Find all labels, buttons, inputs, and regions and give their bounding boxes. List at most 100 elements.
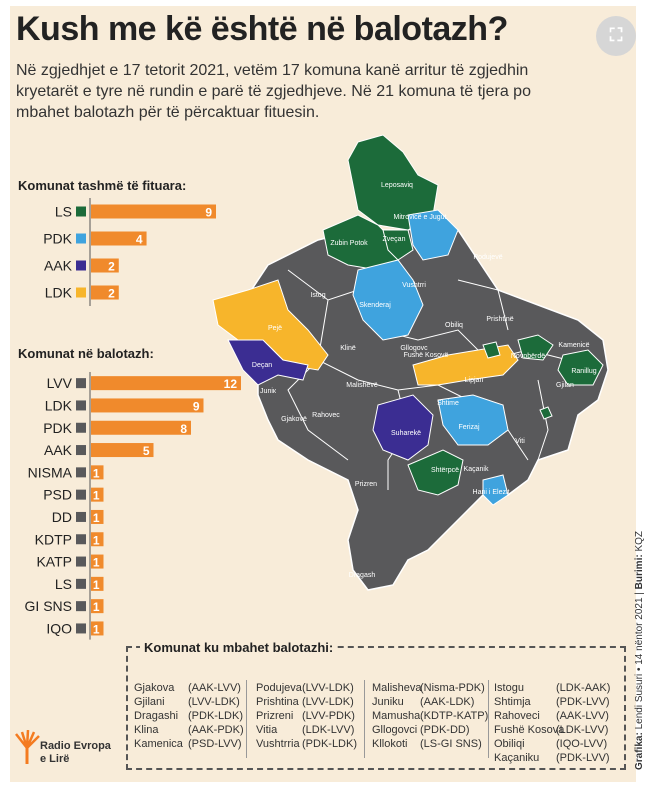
party-color-swatch bbox=[76, 534, 86, 545]
runoff-parties: (LDK-LVV) bbox=[302, 724, 355, 736]
map-label: Shtërpcë bbox=[430, 467, 460, 474]
bar-value-label: 9 bbox=[193, 399, 200, 413]
table-row: Vitia (LDK-LVV) bbox=[256, 724, 372, 738]
municipality-name: Kamenica bbox=[134, 738, 183, 750]
map-label: Fushë Kosovë bbox=[403, 352, 449, 359]
party-color-swatch bbox=[76, 233, 86, 244]
bar-value-label: 1 bbox=[93, 622, 100, 636]
party-color-swatch bbox=[76, 206, 86, 217]
bar-category-label: IQO bbox=[46, 620, 72, 636]
bar-category-label: AAK bbox=[44, 258, 73, 274]
bar-category-label: KDTP bbox=[35, 531, 72, 547]
credit-label-graphic: Grafika: bbox=[634, 732, 645, 770]
map-label: Novobërdë bbox=[510, 353, 546, 360]
party-color-swatch bbox=[76, 556, 86, 567]
party-color-swatch bbox=[76, 511, 86, 522]
region-gracanica bbox=[482, 341, 501, 359]
region-zvecan bbox=[382, 229, 414, 261]
table-row: Istogu (LDK-AAK) bbox=[494, 682, 626, 696]
bar-category-label: DD bbox=[52, 509, 72, 525]
bar-value-label: 8 bbox=[180, 422, 187, 436]
map-label: Ranillug bbox=[571, 368, 597, 375]
region-decan bbox=[227, 339, 309, 386]
table-row: Gjakova (AAK-LVV) bbox=[134, 682, 258, 696]
municipality-name: Malisheva bbox=[372, 682, 422, 694]
runoff-parties: (LDK-AAK) bbox=[556, 682, 611, 694]
municipality-name: Klina bbox=[134, 724, 159, 736]
region-ferizaj bbox=[437, 394, 509, 446]
runoff-bar-chart: LVV 12 LDK 9 PDK 8 AAK 5 NISMA 1 PSD 1 DD 1 KDTP 1 KATP 1… bbox=[25, 372, 241, 640]
municipality-name: Rahoveci bbox=[494, 710, 540, 722]
map-label: Vushtrri bbox=[402, 282, 426, 289]
bar bbox=[91, 465, 104, 480]
municipality-name: Fushë Kosova bbox=[494, 724, 565, 736]
bar-value-label: 1 bbox=[93, 556, 100, 570]
table-row: Prishtina (LVV-LDK) bbox=[256, 696, 372, 710]
runoff-parties: (AAK-PDK) bbox=[188, 724, 244, 736]
map-label: Gllogovc bbox=[400, 345, 428, 352]
bar-category-label: LS bbox=[55, 576, 72, 592]
municipality-name: Vushtrria bbox=[256, 738, 300, 750]
table-row: Gllogovci (PDK-DD) bbox=[372, 724, 490, 738]
credit-source: KQZ bbox=[634, 530, 645, 552]
bar-value-label: 1 bbox=[93, 533, 100, 547]
municipality-name: Podujeva bbox=[256, 682, 302, 694]
party-color-swatch bbox=[76, 287, 86, 298]
bar bbox=[91, 554, 104, 569]
table-row: Dragashi (PDK-LDK) bbox=[134, 710, 258, 724]
runoff-parties: (KDTP-KATP) bbox=[420, 710, 489, 722]
bar-value-label: 1 bbox=[93, 578, 100, 592]
runoff-parties: (PDK-LVV) bbox=[556, 696, 610, 708]
bar bbox=[91, 231, 147, 246]
municipality-name: Gjilani bbox=[134, 696, 165, 708]
region-shterpce bbox=[407, 449, 464, 496]
rfe-logo-icon bbox=[15, 730, 40, 764]
bar-category-label: KATP bbox=[36, 554, 72, 570]
party-color-swatch bbox=[76, 467, 86, 478]
map-label: Dragash bbox=[348, 572, 376, 579]
bar bbox=[91, 376, 241, 391]
map-label: Hani i Elezit bbox=[472, 489, 510, 496]
bar bbox=[91, 576, 104, 591]
map-label: Gjakovë bbox=[281, 416, 307, 423]
bar bbox=[91, 285, 119, 300]
table-divider bbox=[364, 680, 365, 758]
map-label: Istog bbox=[310, 292, 326, 299]
map-label: Zubin Potok bbox=[330, 240, 368, 247]
region-partesh bbox=[539, 406, 553, 420]
table-row: Klina (AAK-PDK) bbox=[134, 724, 258, 738]
municipality-name: Gllogovci bbox=[372, 724, 418, 736]
municipality-name: Obiliqi bbox=[494, 738, 525, 750]
bar-category-label: NISMA bbox=[28, 464, 73, 480]
runoff-table-title: Komunat ku mbahet balotazhi: bbox=[140, 640, 338, 655]
logo-line-2: e Lirë bbox=[40, 753, 70, 765]
table-row: Rahoveci (AAK-LVV) bbox=[494, 710, 626, 724]
section-runoff-title: Komunat në balotazh: bbox=[18, 346, 154, 361]
map-label: Kaçanik bbox=[463, 466, 489, 473]
kosovo-map bbox=[212, 134, 609, 591]
municipality-name: Dragashi bbox=[134, 710, 179, 722]
municipality-name: Juniku bbox=[372, 696, 404, 708]
credit-label-source: Burimi: bbox=[634, 554, 645, 590]
bar bbox=[91, 398, 204, 413]
bar-value-label: 1 bbox=[93, 511, 100, 525]
runoff-parties: (IQO-LVV) bbox=[556, 738, 608, 750]
runoff-parties: (LVV-PDK) bbox=[302, 710, 355, 722]
expand-icon[interactable]: ⛶ bbox=[596, 16, 636, 56]
bar bbox=[91, 204, 216, 219]
credit-date: 14 nëntor 2021 bbox=[634, 597, 645, 665]
party-color-swatch bbox=[76, 489, 86, 500]
map-label: Leposaviq bbox=[381, 182, 413, 189]
map-label: Prizren bbox=[354, 481, 378, 488]
map-label: Viti bbox=[515, 438, 525, 445]
credit-graphic-author: Lendi Susuri bbox=[634, 673, 645, 730]
bar-category-label: PSD bbox=[43, 487, 72, 503]
map-label: Shtime bbox=[437, 400, 459, 407]
map-label: Rahovec bbox=[312, 412, 340, 419]
table-row: Gjilani (LVV-LDK) bbox=[134, 696, 258, 710]
runoff-parties: (LVV-LDK) bbox=[188, 696, 240, 708]
municipality-name: Prizreni bbox=[256, 710, 294, 722]
table-row: Kamenica (PSD-LVV) bbox=[134, 738, 258, 752]
table-row: Juniku (AAK-LDK) bbox=[372, 696, 490, 710]
